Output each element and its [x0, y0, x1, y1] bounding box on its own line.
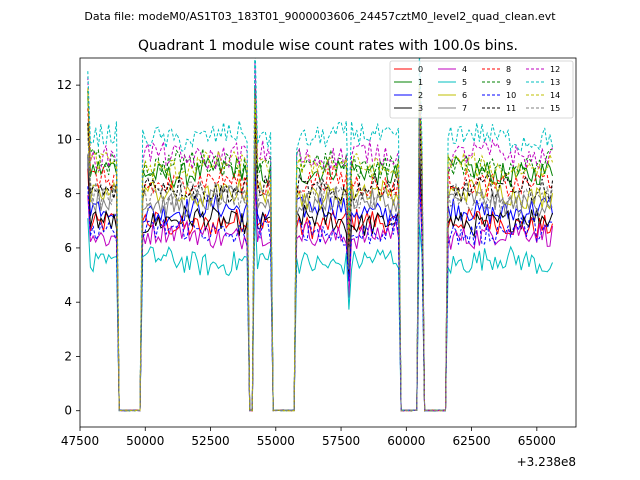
legend-label-10: 10 [506, 91, 516, 100]
y-tick-label: 2 [64, 349, 72, 363]
chart-title: Quadrant 1 module wise count rates with … [138, 38, 518, 54]
y-tick-label: 8 [64, 187, 72, 201]
x-tick-label: 57500 [322, 434, 360, 448]
legend-label-6: 6 [462, 91, 467, 100]
x-tick-label: 62500 [452, 434, 490, 448]
legend-label-12: 12 [550, 65, 560, 74]
series-line-13 [87, 58, 553, 412]
legend-label-1: 1 [418, 78, 423, 87]
legend-frame [389, 60, 574, 119]
legend-label-8: 8 [506, 65, 511, 74]
legend-label-3: 3 [418, 104, 423, 113]
x-tick-label: 55000 [257, 434, 295, 448]
x-offset-label: +3.238e8 [517, 455, 576, 469]
series-line-15 [87, 119, 553, 412]
legend-label-9: 9 [506, 78, 511, 87]
y-axis: 0 2 4 6 8 10 12 [57, 78, 80, 418]
series-line-10 [87, 168, 553, 412]
series-line-14 [87, 83, 553, 412]
y-tick-label: 0 [64, 404, 72, 418]
x-tick-label: 50000 [126, 434, 164, 448]
legend-label-15: 15 [550, 104, 560, 113]
y-tick-label: 4 [64, 295, 72, 309]
x-tick-label: 60000 [387, 434, 425, 448]
y-tick-label: 6 [64, 241, 72, 255]
x-tick-label: 65000 [518, 434, 556, 448]
legend-label-4: 4 [462, 65, 467, 74]
y-tick-label: 12 [57, 78, 72, 92]
y-tick-label: 10 [57, 132, 72, 146]
legend-label-11: 11 [506, 104, 516, 113]
plot-area [87, 58, 553, 412]
legend-label-7: 7 [462, 104, 467, 113]
legend-label-13: 13 [550, 78, 560, 87]
legend-label-5: 5 [462, 78, 467, 87]
legend-label-14: 14 [550, 91, 560, 100]
series-line-5 [87, 208, 553, 412]
series-line-9 [87, 81, 553, 412]
x-tick-label: 52500 [191, 434, 229, 448]
series-lines [87, 58, 553, 412]
x-tick-label: 47500 [61, 434, 99, 448]
x-axis: 47500 50000 52500 55000 57500 60000 62500 65000 [61, 427, 556, 448]
series-line-12 [87, 61, 553, 412]
suptitle: Data file: modeM0/AS1T03_183T01_90000036… [84, 10, 556, 23]
legend-label-2: 2 [418, 91, 423, 100]
axes-frame [79, 57, 577, 428]
legend-label-0: 0 [418, 65, 423, 74]
